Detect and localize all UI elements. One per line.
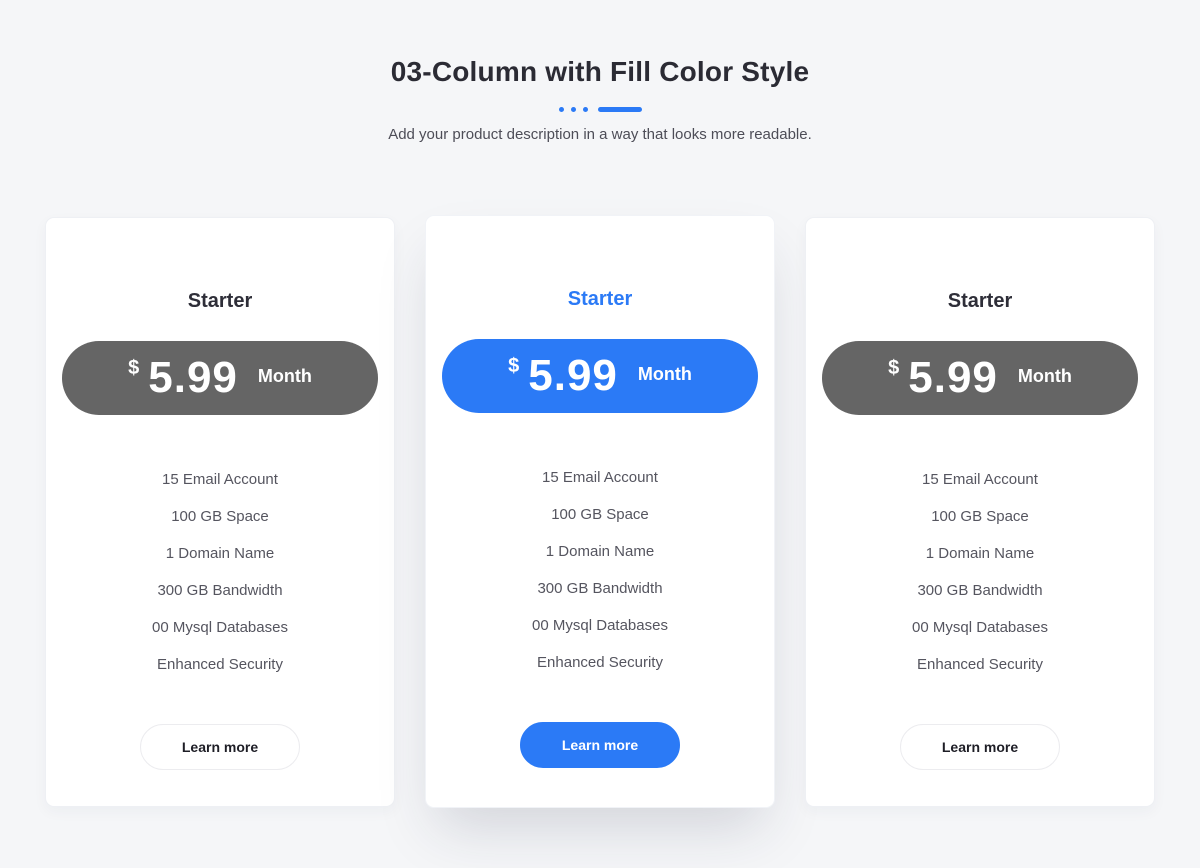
section-header: 03-Column with Fill Color Style Add your…: [0, 0, 1200, 145]
feature-item: 300 GB Bandwidth: [537, 580, 663, 597]
divider-dot-icon: [558, 106, 564, 112]
pricing-card-2-featured: Starter $ 5.99 Month 15 Email Account 10…: [425, 215, 775, 808]
feature-item: 00 Mysql Databases: [532, 617, 668, 634]
feature-item: 1 Domain Name: [925, 545, 1035, 562]
feature-item: 100 GB Space: [171, 508, 269, 525]
price-amount: 5.99: [908, 353, 998, 402]
feature-item: 15 Email Account: [922, 471, 1038, 488]
plan-name: Starter: [187, 290, 253, 312]
price-period: Month: [637, 363, 692, 384]
feature-item: 300 GB Bandwidth: [157, 582, 283, 599]
feature-item: Enhanced Security: [537, 654, 663, 671]
learn-more-button[interactable]: Learn more: [900, 724, 1060, 770]
price-amount: 5.99: [148, 353, 238, 402]
feature-list: 15 Email Account 100 GB Space 1 Domain N…: [46, 461, 394, 683]
feature-item: 00 Mysql Databases: [152, 619, 288, 636]
feature-item: 100 GB Space: [931, 508, 1029, 525]
feature-list: 15 Email Account 100 GB Space 1 Domain N…: [806, 461, 1154, 683]
feature-item: 1 Domain Name: [165, 545, 275, 562]
title-divider: [0, 106, 1200, 112]
pricing-cards-row: Starter $ 5.99 Month 15 Email Account 10…: [0, 215, 1200, 808]
feature-item: Enhanced Security: [157, 656, 283, 673]
feature-item: 15 Email Account: [162, 471, 278, 488]
price-pill: $ 5.99 Month: [62, 341, 378, 415]
currency-symbol: $: [128, 356, 140, 379]
learn-more-button[interactable]: Learn more: [520, 722, 680, 768]
plan-name: Starter: [567, 288, 633, 310]
feature-item: Enhanced Security: [917, 656, 1043, 673]
currency-symbol: $: [888, 356, 900, 379]
feature-item: 00 Mysql Databases: [912, 619, 1048, 636]
price-period: Month: [1017, 365, 1072, 386]
divider-dot-icon: [570, 106, 576, 112]
feature-item: 1 Domain Name: [545, 543, 655, 560]
feature-item: 15 Email Account: [542, 469, 658, 486]
section-subtitle: Add your product description in a way th…: [388, 126, 812, 143]
price-period: Month: [257, 365, 312, 386]
currency-symbol: $: [508, 354, 520, 377]
divider-dot-icon: [582, 106, 588, 112]
price-amount: 5.99: [528, 351, 618, 400]
price-pill: $ 5.99 Month: [442, 339, 758, 413]
feature-item: 300 GB Bandwidth: [917, 582, 1043, 599]
feature-item: 100 GB Space: [551, 506, 649, 523]
plan-name: Starter: [947, 290, 1013, 312]
price-pill: $ 5.99 Month: [822, 341, 1138, 415]
pricing-card-1: Starter $ 5.99 Month 15 Email Account 10…: [45, 217, 395, 807]
page-title: 03-Column with Fill Color Style: [390, 56, 810, 87]
feature-list: 15 Email Account 100 GB Space 1 Domain N…: [426, 459, 774, 681]
learn-more-button[interactable]: Learn more: [140, 724, 300, 770]
divider-bar-icon: [597, 106, 642, 112]
pricing-card-3: Starter $ 5.99 Month 15 Email Account 10…: [805, 217, 1155, 807]
